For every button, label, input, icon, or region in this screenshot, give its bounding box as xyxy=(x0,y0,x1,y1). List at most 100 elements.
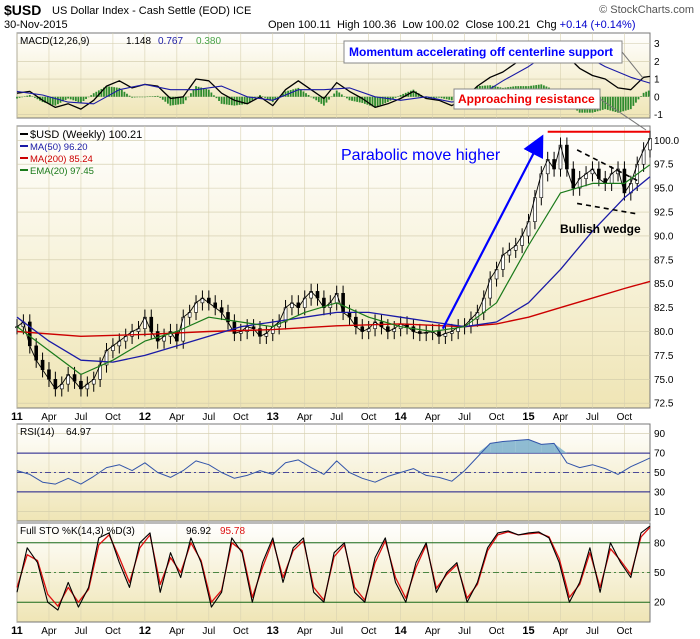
macd-histogram-bar xyxy=(51,96,54,105)
macd-legend-hist: 0.380 xyxy=(196,36,221,47)
macd-histogram-bar xyxy=(26,95,29,97)
macd-histogram-bar xyxy=(233,96,236,106)
macd-histogram-bar xyxy=(228,96,231,105)
wedge-annotation: Bullish wedge xyxy=(560,222,641,236)
macd-histogram-bar xyxy=(348,96,351,101)
macd-histogram-bar xyxy=(409,90,412,97)
macd-histogram-bar xyxy=(72,96,75,101)
price-x-tick-label: Oct xyxy=(233,412,249,423)
sto-x-tick-label: Apr xyxy=(169,626,185,637)
sto-x-tick-label: Oct xyxy=(361,626,377,637)
macd-histogram-bar xyxy=(41,96,44,103)
macd-histogram-bar xyxy=(128,95,131,97)
macd-histogram-bar xyxy=(151,96,154,97)
close-label: Close xyxy=(465,19,494,31)
price-x-tick-label: 15 xyxy=(522,411,534,423)
price-x-tick-label: Oct xyxy=(617,412,633,423)
sto-x-tick-label: Jul xyxy=(330,626,343,637)
macd-histogram-bar xyxy=(108,86,110,97)
sto-x-tick-label: Jul xyxy=(458,626,471,637)
price-tick-label: 95.0 xyxy=(654,184,674,195)
macd-histogram-bar xyxy=(241,96,243,105)
macd-histogram-bar xyxy=(172,96,174,106)
macd-histogram-bar xyxy=(69,96,72,100)
sto-legend-d: 95.78 xyxy=(220,526,245,537)
price-tick-label: 97.5 xyxy=(654,160,674,171)
macd-histogram-bar xyxy=(259,94,261,97)
macd-histogram-bar xyxy=(138,96,141,98)
macd-tick-label: 3 xyxy=(654,39,660,50)
macd-histogram-bar xyxy=(246,96,249,104)
macd-histogram-bar xyxy=(200,87,203,97)
macd-annotation-text: Momentum accelerating off centerline sup… xyxy=(349,45,613,59)
price-panel: 72.5 75.0 77.5 80.0 82.5 85.0 87.5 90.0 92.5 95.0… xyxy=(15,88,679,410)
macd-histogram-bar xyxy=(161,96,164,100)
rsi-overbought-fill xyxy=(541,443,555,454)
macd-histogram-bar xyxy=(307,94,310,97)
macd-histogram-bar xyxy=(164,96,167,102)
macd-histogram-bar xyxy=(154,96,157,97)
macd-histogram-bar xyxy=(379,96,382,106)
macd-histogram-bar xyxy=(394,96,397,98)
price-x-tick-label: Jul xyxy=(458,412,471,423)
x-axis: 11 11 Apr Apr Jul Jul Oct Oct 12 12 Apr Apr Jul Jul Oc… xyxy=(11,411,632,637)
macd-histogram-bar xyxy=(438,96,440,98)
price-x-tick-label: 11 xyxy=(11,411,23,423)
macd-histogram-bar xyxy=(374,96,376,108)
sto-tick-label: 80 xyxy=(654,538,666,549)
ohlc-readout: Open 100.11 High 100.36 Low 100.02 Close… xyxy=(268,19,636,31)
macd-histogram-bar xyxy=(34,96,36,98)
macd-histogram-bar xyxy=(123,91,126,97)
symbol-description: US Dollar Index - Cash Settle (EOD) ICE xyxy=(52,5,252,17)
price-tick-label: 82.5 xyxy=(654,303,674,314)
macd-histogram-bar xyxy=(82,96,85,101)
legend-ema20: EMA(20) 97.45 xyxy=(30,166,94,177)
macd-histogram-bar xyxy=(54,96,57,106)
macd-histogram-bar xyxy=(192,89,195,97)
symbol-label: $USD xyxy=(4,2,42,18)
macd-histogram-bar xyxy=(251,96,254,101)
macd-histogram-bar xyxy=(622,96,625,112)
macd-histogram-bar xyxy=(187,96,190,98)
legend-ma200: MA(200) 85.24 xyxy=(30,154,93,165)
macd-histogram-bar xyxy=(133,96,136,98)
high-label: High xyxy=(336,19,360,31)
macd-histogram-bar xyxy=(174,96,177,105)
macd-histogram-bar xyxy=(325,96,328,103)
macd-histogram-bar xyxy=(90,95,93,97)
sto-x-tick-label: Oct xyxy=(617,626,633,637)
legend-ma50: MA(50) 96.20 xyxy=(30,142,88,153)
rsi-tick-label: 70 xyxy=(654,449,666,460)
wedge-upper-line xyxy=(576,149,638,182)
macd-histogram-bar xyxy=(371,96,374,107)
macd-histogram-bar xyxy=(223,96,226,105)
macd-histogram-bar xyxy=(215,96,218,99)
sto-x-tick-label: 12 xyxy=(139,625,151,637)
macd-histogram-bar xyxy=(353,96,356,102)
price-tick-label: 92.5 xyxy=(654,208,674,219)
macd-histogram-bar xyxy=(202,88,205,97)
macd-histogram-bar xyxy=(445,96,448,100)
wedge-lower-line xyxy=(576,202,638,215)
macd-histogram-bar xyxy=(49,96,52,105)
macd-histogram-bar xyxy=(328,96,330,100)
price-x-tick-label: Oct xyxy=(105,412,121,423)
macd-histogram-bar xyxy=(87,96,90,98)
price-x-tick-label: 14 xyxy=(395,411,408,423)
price-x-tick-label: Jul xyxy=(330,412,343,423)
macd-histogram-bar xyxy=(619,96,622,112)
resistance-annotation-pointer xyxy=(599,98,647,131)
macd-histogram-bar xyxy=(369,96,371,106)
macd-tick-label: 1 xyxy=(654,75,660,86)
sto-x-tick-label: 13 xyxy=(267,625,279,637)
macd-histogram-bar xyxy=(92,93,95,97)
macd-histogram-bar xyxy=(205,88,208,97)
macd-histogram-bar xyxy=(159,96,162,98)
macd-histogram-bar xyxy=(637,96,640,100)
price-tick-label: 100.0 xyxy=(654,136,679,147)
price-x-tick-label: Jul xyxy=(586,412,599,423)
macd-histogram-bar xyxy=(346,96,348,99)
macd-histogram-bar xyxy=(381,96,384,105)
ema20-line xyxy=(16,164,651,376)
macd-histogram-bar xyxy=(642,92,645,97)
